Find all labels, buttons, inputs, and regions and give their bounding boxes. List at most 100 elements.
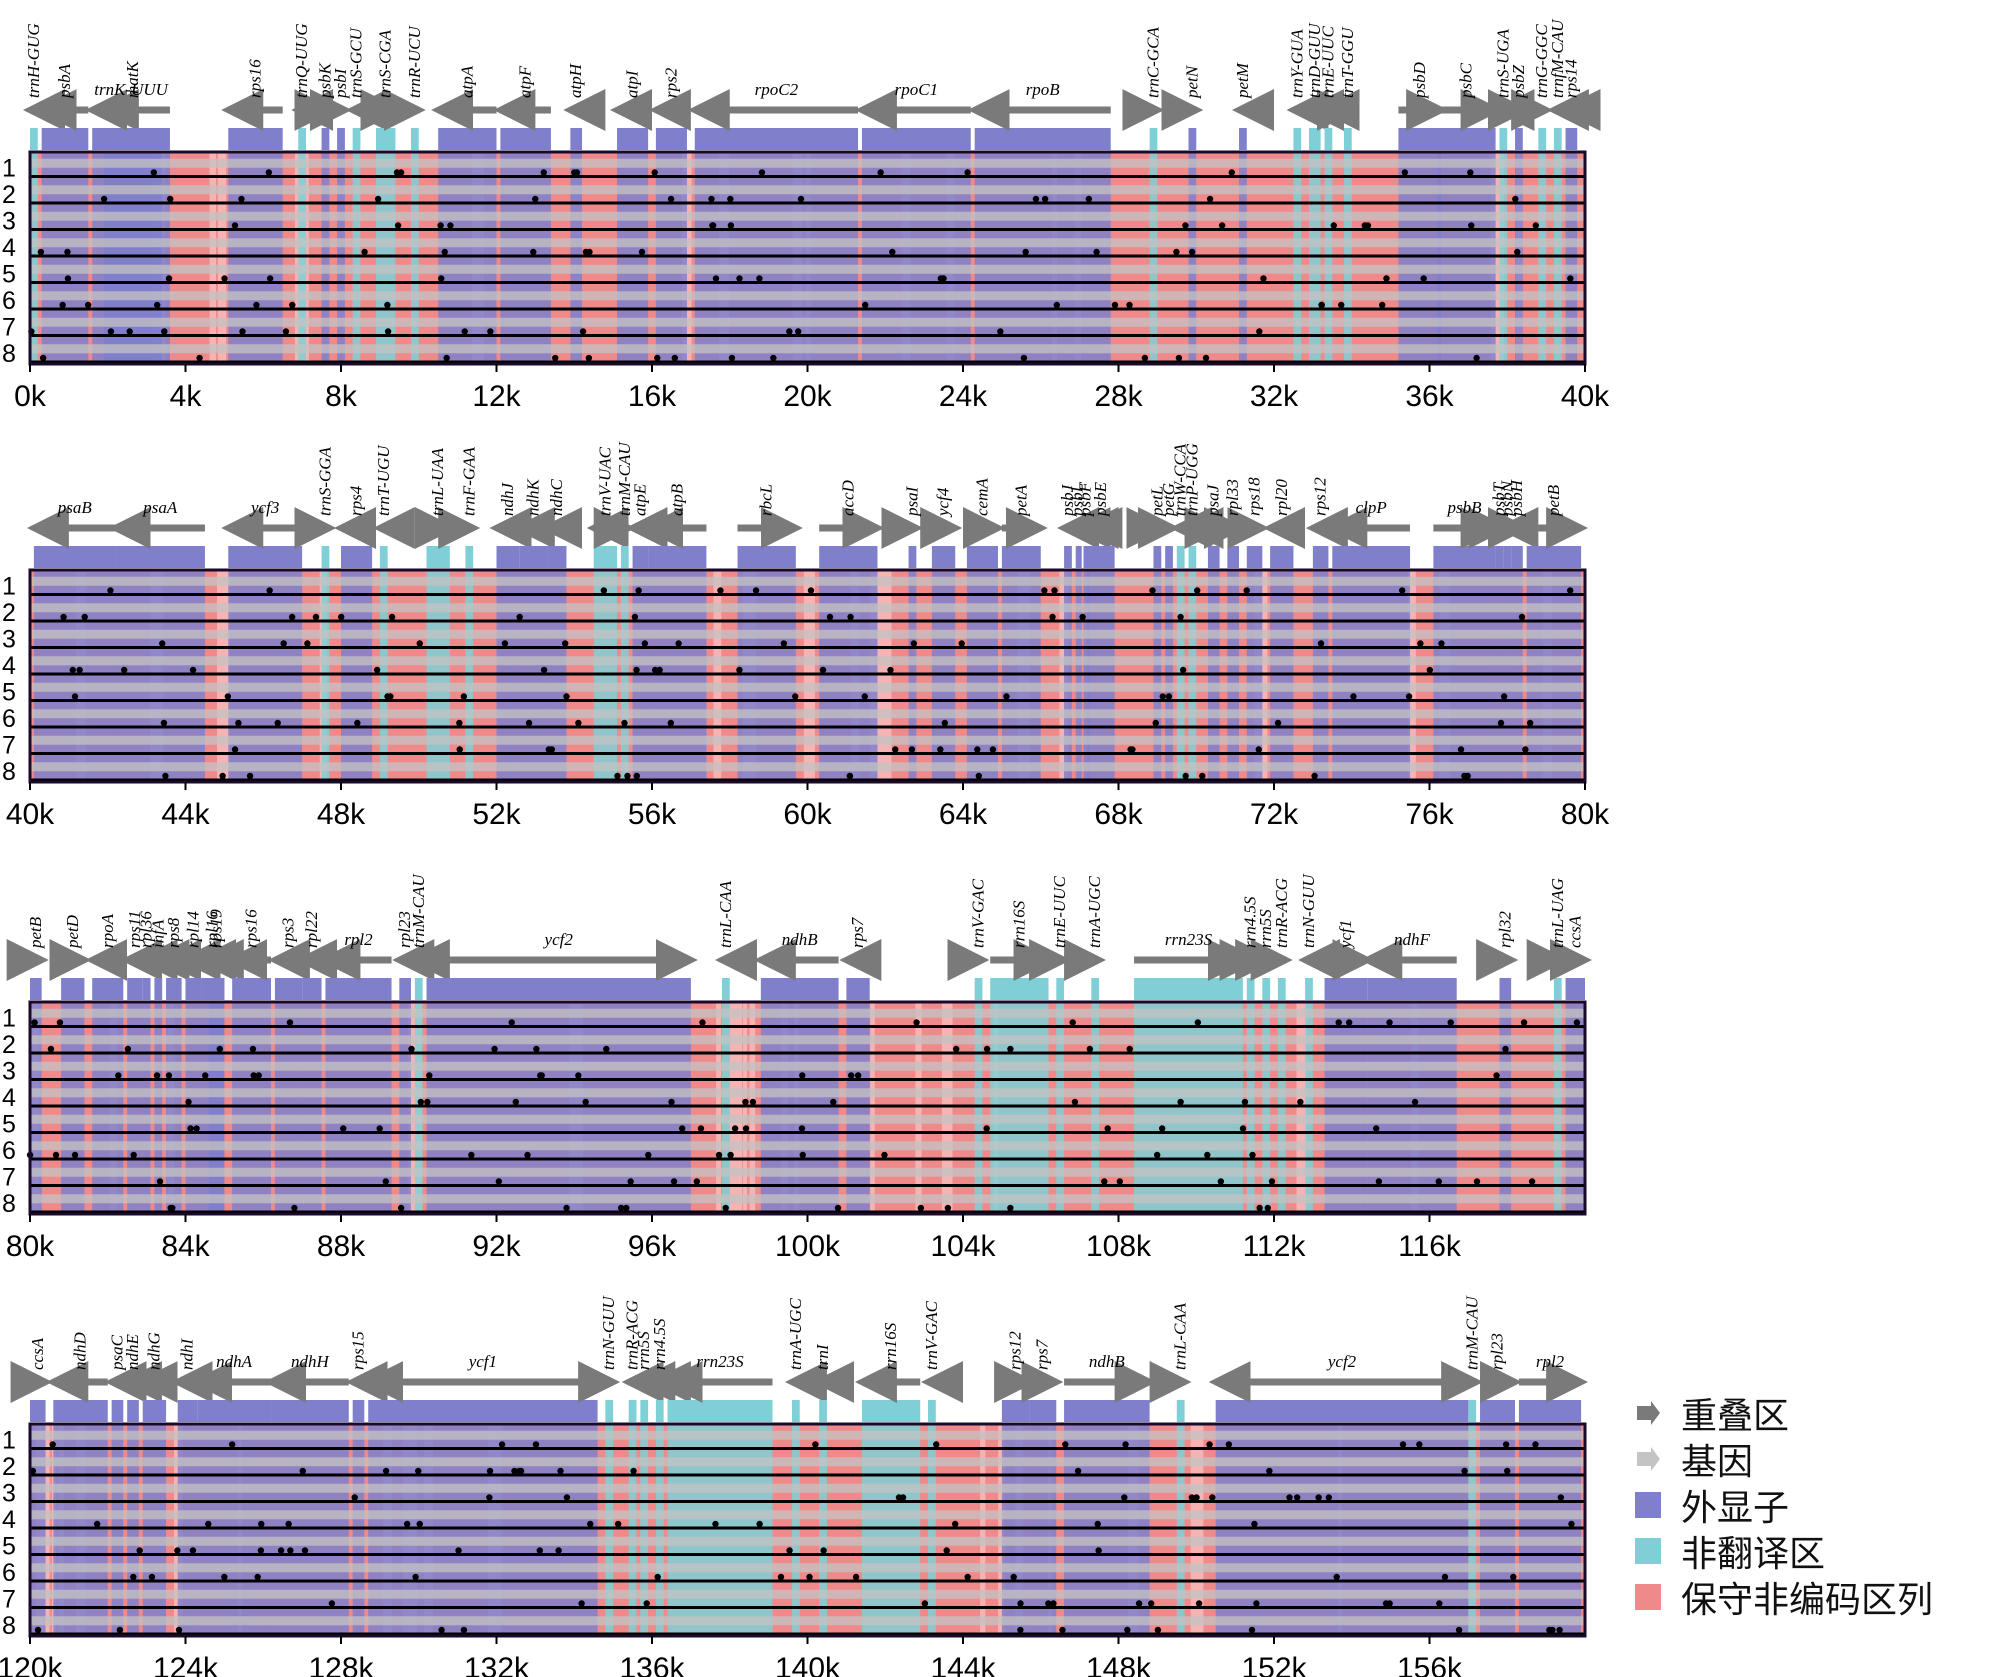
variable-site-dot bbox=[1206, 1441, 1213, 1448]
variable-site-dot bbox=[1045, 1600, 1052, 1607]
variable-site-dot bbox=[254, 1573, 261, 1581]
gene-box-trnV-UAC bbox=[593, 546, 618, 568]
axis-tick-label: 40k bbox=[1561, 380, 1610, 413]
gene-box-trnR-ACG bbox=[1277, 978, 1286, 1000]
cns-gap bbox=[729, 1002, 743, 1214]
gene-region-trnV-UAC bbox=[593, 570, 618, 782]
axis-tick-label: 20k bbox=[783, 380, 832, 413]
variable-site-dot bbox=[1152, 719, 1159, 727]
light-arrow-icon bbox=[1637, 1447, 1660, 1471]
gene-region-trnN-GUU bbox=[605, 1424, 614, 1636]
variable-site-dot bbox=[250, 1072, 257, 1079]
gene-box-ycf1 bbox=[1324, 978, 1368, 1000]
variable-site-dot bbox=[847, 1072, 855, 1079]
variable-site-dot bbox=[1255, 746, 1262, 753]
variable-site-dot bbox=[1177, 1098, 1184, 1106]
variable-site-dot bbox=[630, 1467, 637, 1475]
variable-site-dot bbox=[1297, 1098, 1304, 1106]
gene-region-petM bbox=[1239, 152, 1247, 364]
axis-tick-label: 72k bbox=[1250, 798, 1299, 831]
dark-arrow-icon bbox=[1637, 1401, 1660, 1425]
variable-site-dot bbox=[1411, 1098, 1419, 1106]
variable-site-dot bbox=[974, 746, 981, 753]
variable-site-dot bbox=[633, 666, 640, 674]
gene-label: psbK bbox=[315, 61, 334, 99]
gene-label: rrn4.5S bbox=[1241, 896, 1260, 948]
gene-region-trnQ-UUG bbox=[298, 152, 307, 364]
variable-site-dot bbox=[1003, 693, 1010, 700]
variable-site-dot bbox=[736, 275, 743, 282]
gene-label: petN bbox=[1182, 64, 1201, 99]
variable-site-dot bbox=[953, 1045, 960, 1053]
gene-region-trnfM-CAU bbox=[1553, 152, 1562, 364]
gene-region-ndhD bbox=[53, 1424, 108, 1636]
gene-region-trnT-UGU bbox=[379, 570, 388, 782]
variable-site-dot bbox=[516, 613, 523, 621]
gene-label: psbI bbox=[331, 67, 350, 99]
axis-tick-label: 100k bbox=[775, 1230, 841, 1263]
variable-site-dot bbox=[989, 746, 997, 753]
variable-site-dot bbox=[847, 613, 854, 621]
variable-site-dot bbox=[1266, 1467, 1273, 1475]
variable-site-dot bbox=[1318, 301, 1325, 309]
variable-site-dot bbox=[1286, 1494, 1293, 1501]
variable-site-dot bbox=[235, 719, 242, 727]
gene-region-ndhK bbox=[519, 570, 548, 782]
axis-tick-label: 24k bbox=[939, 380, 988, 413]
variable-site-dot bbox=[668, 1098, 675, 1106]
axis-tick-label: 116k bbox=[1398, 1230, 1462, 1263]
gene-box-psbA bbox=[41, 128, 89, 150]
variable-site-dot bbox=[794, 328, 802, 335]
variable-site-dot bbox=[224, 693, 232, 700]
gene-box-infA bbox=[154, 978, 163, 1000]
gene-box-atpE bbox=[632, 546, 649, 568]
variable-site-dot bbox=[1158, 1125, 1166, 1132]
gene-region-trnS-GGA bbox=[321, 570, 330, 782]
gene-label: rpl16 bbox=[203, 911, 222, 948]
gene-box-petM bbox=[1239, 128, 1247, 150]
gene-box-rps16 bbox=[228, 128, 283, 150]
gene-label: petA bbox=[1011, 484, 1030, 517]
variable-site-dot bbox=[460, 1626, 468, 1634]
variable-site-dot bbox=[1074, 1467, 1082, 1475]
variable-site-dot bbox=[1510, 1573, 1517, 1581]
gene-region-ndhJ bbox=[496, 570, 520, 782]
variable-site-dot bbox=[579, 328, 587, 335]
variable-site-dot bbox=[511, 1467, 518, 1475]
gene-label: rps16 bbox=[245, 59, 264, 98]
gene-label: rpl32 bbox=[1495, 911, 1514, 948]
gene-label: psbD bbox=[1410, 61, 1429, 99]
variable-site-dot bbox=[585, 354, 593, 362]
variable-site-dot bbox=[563, 1204, 570, 1212]
legend-label-cns: 保守非编码区列 bbox=[1681, 1580, 1934, 1621]
variable-site-dot bbox=[265, 169, 273, 176]
axis-tick-label: 80k bbox=[6, 1230, 55, 1263]
gene-box-ndhJ bbox=[496, 546, 520, 568]
gene-label: rpl2 bbox=[344, 930, 373, 949]
variable-site-dot bbox=[304, 640, 311, 647]
axis-tick-label: 12k bbox=[472, 380, 521, 413]
variable-site-dot bbox=[153, 1072, 161, 1079]
gene-label: trnK-UUU bbox=[94, 80, 169, 99]
variable-site-dot bbox=[1007, 1204, 1014, 1212]
gene-box-trnV-GAC bbox=[928, 1400, 936, 1422]
gene-region-trnW-CCA bbox=[1176, 570, 1185, 782]
gene-region-rpl23 bbox=[399, 1002, 411, 1214]
variable-site-dot bbox=[1248, 1626, 1256, 1634]
gene-label: atpF bbox=[516, 65, 535, 98]
variable-site-dot bbox=[249, 1045, 257, 1053]
gene-label: psbT bbox=[1489, 481, 1508, 517]
gene-region-ndhG bbox=[142, 1424, 167, 1636]
variable-site-dot bbox=[438, 275, 445, 282]
gene-label: trnA-UGC bbox=[1085, 876, 1104, 948]
legend-item-exon: 外显子 bbox=[1635, 1482, 1933, 1529]
variable-site-dot bbox=[671, 354, 679, 362]
variable-site-dot bbox=[921, 1600, 929, 1607]
variable-site-dot bbox=[455, 1547, 462, 1554]
gene-label: psbH bbox=[1507, 478, 1526, 517]
variable-site-dot bbox=[877, 169, 884, 176]
variable-site-dot bbox=[777, 1573, 785, 1581]
variable-site-dot bbox=[1438, 640, 1445, 647]
gene-box-rps12 bbox=[1312, 546, 1329, 568]
row-label: 7 bbox=[2, 1164, 16, 1192]
